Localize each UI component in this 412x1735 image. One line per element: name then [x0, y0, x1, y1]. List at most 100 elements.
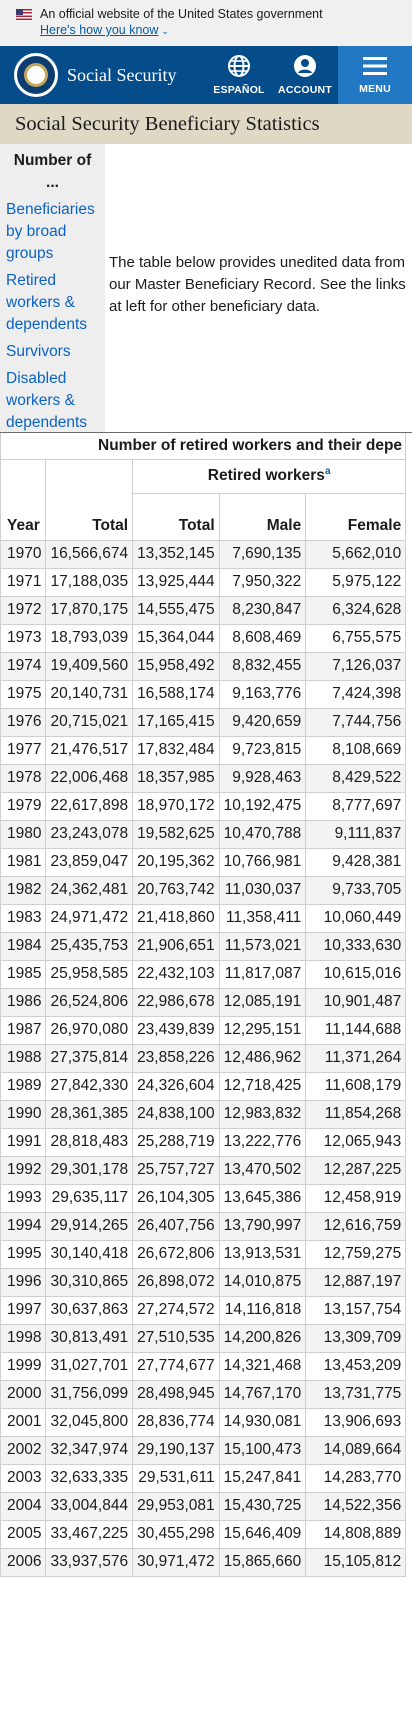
- cell-retired-total: 21,906,651: [132, 931, 220, 961]
- cell-male: 12,486,962: [218, 1043, 307, 1073]
- sidenav-link-disabled-workers[interactable]: Disabled workers & dependents: [6, 370, 88, 431]
- espanol-button[interactable]: ESPAÑOL: [206, 46, 272, 104]
- cell-female: 6,755,575: [305, 623, 407, 653]
- cell-retired-total: 26,407,756: [132, 1211, 220, 1241]
- cell-total: 30,637,863: [45, 1295, 134, 1325]
- cell-male: 12,295,151: [218, 1015, 307, 1045]
- cell-retired-total: 26,672,806: [132, 1239, 220, 1269]
- cell-retired-total: 29,531,611: [132, 1463, 220, 1493]
- sidenav-link-broad-groups[interactable]: Beneficiaries by broad groups: [6, 201, 95, 262]
- sidenav-link-survivors[interactable]: Survivors: [6, 343, 71, 360]
- table-row: 1975 20,140,731 16,588,174 9,163,776 7,424,3…: [0, 679, 407, 709]
- cell-year: 1986: [0, 987, 47, 1017]
- cell-female: 12,287,225: [305, 1155, 407, 1185]
- table-row: 1973 18,793,039 15,364,044 8,608,469 6,755,5…: [0, 623, 407, 653]
- cell-year: 1993: [0, 1183, 47, 1213]
- table-row: 1981 23,859,047 20,195,362 10,766,981 9,428,…: [0, 847, 407, 877]
- table-row: 1997 30,637,863 27,274,572 14,116,818 13,157…: [0, 1295, 407, 1325]
- cell-year: 1973: [0, 623, 47, 653]
- cell-retired-total: 28,836,774: [132, 1407, 220, 1437]
- menu-button[interactable]: MENU: [338, 46, 412, 104]
- cell-male: 10,470,788: [218, 819, 307, 849]
- cell-male: 9,723,815: [218, 735, 307, 765]
- table-row: 1988 27,375,814 23,858,226 12,486,962 11,371…: [0, 1043, 407, 1073]
- table-body: 1970 16,566,674 13,352,145 7,690,135 5,662,0…: [0, 539, 407, 1577]
- cell-total: 24,362,481: [45, 875, 134, 905]
- site-header: Social Security ESPAÑOL ACCOUNT MENU: [0, 46, 412, 104]
- intro-section: Number of ... Beneficiaries by broad gro…: [0, 144, 412, 432]
- cell-year: 2001: [0, 1407, 47, 1437]
- cell-female: 12,616,759: [305, 1211, 407, 1241]
- cell-male: 8,832,455: [218, 651, 307, 681]
- cell-retired-total: 28,498,945: [132, 1379, 220, 1409]
- cell-total: 21,476,517: [45, 735, 134, 765]
- col-header-year: Year: [0, 458, 47, 541]
- cell-male: 14,767,170: [218, 1379, 307, 1409]
- table-row: 1978 22,006,468 18,357,985 9,928,463 8,429,5…: [0, 763, 407, 793]
- cell-total: 19,409,560: [45, 651, 134, 681]
- beneficiary-table-container[interactable]: Number of retired workers and their depe…: [0, 432, 412, 1577]
- footnote-a-link[interactable]: a: [324, 466, 331, 478]
- account-button[interactable]: ACCOUNT: [272, 46, 338, 104]
- cell-retired-total: 27,510,535: [132, 1323, 220, 1353]
- cell-year: 1999: [0, 1351, 47, 1381]
- cell-male: 12,718,425: [218, 1071, 307, 1101]
- table-row: 2002 32,347,974 29,190,137 15,100,473 14,089…: [0, 1435, 407, 1465]
- cell-female: 8,108,669: [305, 735, 407, 765]
- table-row: 1980 23,243,078 19,582,625 10,470,788 9,111,…: [0, 819, 407, 849]
- cell-female: 9,111,837: [305, 819, 407, 849]
- cell-female: 14,283,770: [305, 1463, 407, 1493]
- col-header-female: Female: [305, 492, 407, 541]
- cell-retired-total: 13,352,145: [132, 539, 220, 569]
- cell-female: 5,975,122: [305, 567, 407, 597]
- cell-male: 14,200,826: [218, 1323, 307, 1353]
- cell-male: 15,646,409: [218, 1519, 307, 1549]
- cell-total: 22,617,898: [45, 791, 134, 821]
- cell-retired-total: 17,832,484: [132, 735, 220, 765]
- table-row: 1976 20,715,021 17,165,415 9,420,659 7,744,7…: [0, 707, 407, 737]
- table-row: 1996 30,310,865 26,898,072 14,010,875 12,887…: [0, 1267, 407, 1297]
- cell-retired-total: 24,838,100: [132, 1099, 220, 1129]
- cell-year: 2003: [0, 1463, 47, 1493]
- cell-year: 1996: [0, 1267, 47, 1297]
- table-row: 1994 29,914,265 26,407,756 13,790,997 12,616…: [0, 1211, 407, 1241]
- gov-banner-text: An official website of the United States…: [40, 7, 323, 21]
- cell-year: 2005: [0, 1519, 47, 1549]
- cell-male: 9,420,659: [218, 707, 307, 737]
- table-row: 1974 19,409,560 15,958,492 8,832,455 7,126,0…: [0, 651, 407, 681]
- cell-retired-total: 29,953,081: [132, 1491, 220, 1521]
- cell-male: 15,865,660: [218, 1547, 307, 1577]
- cell-total: 31,756,099: [45, 1379, 134, 1409]
- cell-female: 13,309,709: [305, 1323, 407, 1353]
- cell-total: 17,188,035: [45, 567, 134, 597]
- cell-year: 1995: [0, 1239, 47, 1269]
- cell-retired-total: 30,455,298: [132, 1519, 220, 1549]
- home-logo-link[interactable]: Social Security: [0, 46, 206, 104]
- cell-male: 9,928,463: [218, 763, 307, 793]
- cell-female: 8,777,697: [305, 791, 407, 821]
- cell-total: 33,467,225: [45, 1519, 134, 1549]
- cell-female: 7,424,398: [305, 679, 407, 709]
- cell-year: 1974: [0, 651, 47, 681]
- cell-year: 1988: [0, 1043, 47, 1073]
- sidenav-link-retired-workers[interactable]: Retired workers & dependents: [6, 272, 88, 333]
- us-flag-icon: [16, 8, 32, 20]
- cell-female: 7,126,037: [305, 651, 407, 681]
- cell-female: 7,744,756: [305, 707, 407, 737]
- cell-male: 14,010,875: [218, 1267, 307, 1297]
- cell-year: 1994: [0, 1211, 47, 1241]
- cell-total: 29,635,117: [45, 1183, 134, 1213]
- cell-total: 20,140,731: [45, 679, 134, 709]
- cell-retired-total: 14,555,475: [132, 595, 220, 625]
- cell-male: 15,100,473: [218, 1435, 307, 1465]
- intro-paragraph: The table below provides unedited data f…: [109, 254, 406, 315]
- how-you-know-link[interactable]: Here's how you know ⌄: [40, 22, 169, 39]
- cell-retired-total: 27,274,572: [132, 1295, 220, 1325]
- cell-male: 13,913,531: [218, 1239, 307, 1269]
- cell-female: 11,371,264: [305, 1043, 407, 1073]
- cell-male: 14,321,468: [218, 1351, 307, 1381]
- cell-total: 28,818,483: [45, 1127, 134, 1157]
- cell-female: 11,854,268: [305, 1099, 407, 1129]
- cell-female: 8,429,522: [305, 763, 407, 793]
- cell-total: 27,842,330: [45, 1071, 134, 1101]
